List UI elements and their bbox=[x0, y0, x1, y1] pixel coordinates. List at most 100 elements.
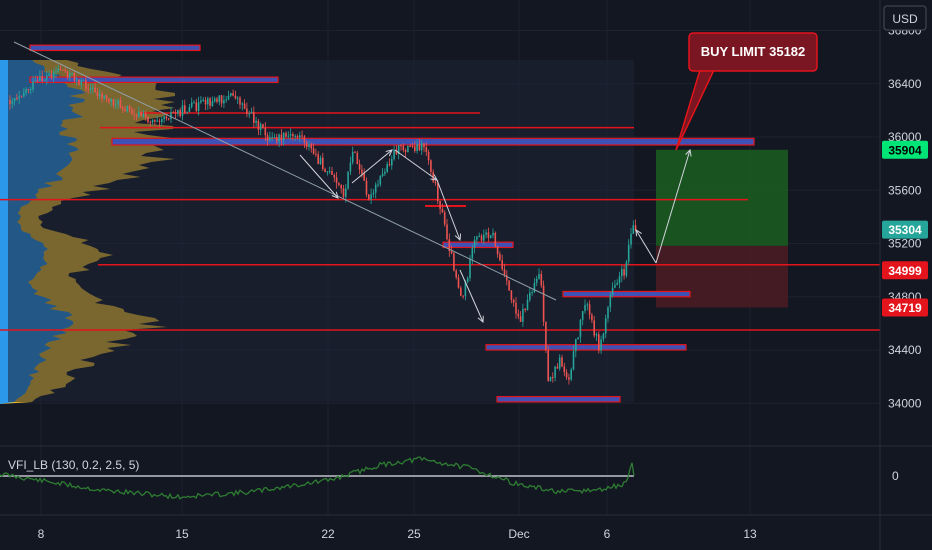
candle-body bbox=[439, 200, 441, 209]
candle-body bbox=[16, 98, 18, 100]
candle-body bbox=[384, 171, 386, 174]
candle-body bbox=[303, 136, 306, 143]
candle-body bbox=[73, 73, 76, 81]
candle-body bbox=[324, 168, 326, 173]
candle-body bbox=[379, 176, 382, 185]
candle-body bbox=[328, 170, 331, 172]
candle-body bbox=[480, 235, 483, 241]
candle-body bbox=[149, 122, 152, 124]
candle-body bbox=[193, 102, 195, 104]
vfi-zero-label: 0 bbox=[892, 469, 899, 483]
candle-body bbox=[34, 80, 37, 82]
buy-limit-callout[interactable]: BUY LIMIT 35182 bbox=[675, 32, 818, 151]
candle-body bbox=[200, 100, 202, 103]
candle-body bbox=[326, 171, 329, 173]
price-tag-label: 35304 bbox=[888, 223, 922, 237]
zone bbox=[29, 76, 279, 84]
candle-body bbox=[202, 99, 204, 101]
candle-body bbox=[9, 100, 11, 104]
candle-body bbox=[82, 80, 85, 82]
candle-body bbox=[443, 212, 446, 225]
candle-body bbox=[294, 135, 296, 137]
candle-body bbox=[259, 124, 262, 130]
candle-body bbox=[317, 154, 319, 165]
candle-body bbox=[503, 269, 506, 276]
candle-body bbox=[69, 73, 71, 78]
candle-body bbox=[460, 287, 462, 296]
candle-body bbox=[296, 135, 299, 138]
currency-button[interactable] bbox=[883, 5, 927, 31]
candle-body bbox=[322, 157, 324, 169]
candle-body bbox=[158, 120, 161, 122]
candle-body bbox=[131, 109, 133, 115]
price-tag-label: 35904 bbox=[888, 143, 922, 157]
candle-body bbox=[558, 357, 561, 369]
time-tick-label: Dec bbox=[508, 527, 529, 541]
candle-body bbox=[388, 164, 391, 166]
candle-body bbox=[285, 132, 287, 137]
candle-body bbox=[195, 102, 198, 111]
horizontal-levels bbox=[0, 112, 880, 331]
candle-body bbox=[227, 95, 230, 100]
candle-body bbox=[466, 278, 469, 282]
candle-body bbox=[538, 274, 540, 279]
candle-body bbox=[370, 194, 372, 200]
vfi-pane[interactable]: 0 bbox=[0, 456, 899, 500]
candle-body bbox=[430, 160, 432, 173]
indicator-label: VFI_LB (130, 0.2, 2.5, 5) bbox=[8, 458, 139, 472]
candle-body bbox=[305, 142, 308, 147]
candle-body bbox=[94, 87, 96, 93]
arrow bbox=[299, 154, 338, 198]
candle-body bbox=[535, 278, 538, 283]
candle-body bbox=[27, 89, 30, 91]
candle-body bbox=[278, 134, 280, 142]
candle-body bbox=[345, 188, 347, 197]
candle-body bbox=[209, 98, 211, 106]
candle-body bbox=[151, 120, 154, 123]
candle-body bbox=[75, 79, 78, 81]
candle-body bbox=[533, 282, 536, 293]
candle-body bbox=[506, 275, 508, 281]
candle-body bbox=[32, 81, 34, 90]
candle-body bbox=[161, 119, 163, 122]
candle-body bbox=[600, 339, 602, 351]
zone bbox=[562, 290, 691, 298]
time-axis[interactable]: 8 15 22 25 Dec 6 13 bbox=[38, 527, 757, 541]
candle-body bbox=[218, 95, 221, 102]
time-tick-label: 8 bbox=[38, 527, 45, 541]
candle-body bbox=[239, 97, 241, 105]
candle-body bbox=[634, 225, 637, 231]
candle-body bbox=[471, 247, 474, 259]
candle-body bbox=[46, 75, 48, 80]
candle-body bbox=[354, 151, 356, 153]
zone bbox=[496, 395, 621, 403]
candle-body bbox=[476, 236, 478, 240]
candle-body bbox=[177, 109, 179, 114]
candle-body bbox=[586, 304, 589, 306]
candle-body bbox=[89, 88, 92, 91]
candle-body bbox=[450, 251, 453, 254]
candle-body bbox=[556, 366, 559, 369]
candle-body bbox=[87, 88, 89, 91]
candle-body bbox=[572, 351, 575, 370]
candle-body bbox=[409, 146, 411, 148]
candle-body bbox=[105, 95, 108, 99]
candle-body bbox=[13, 98, 16, 102]
candle-body bbox=[526, 299, 529, 311]
candle-body bbox=[473, 239, 476, 248]
candle-body bbox=[25, 89, 27, 93]
candle-body bbox=[549, 377, 552, 381]
candle-body bbox=[108, 98, 110, 102]
candle-body bbox=[184, 105, 186, 113]
zones bbox=[29, 44, 755, 403]
candle-body bbox=[48, 73, 50, 76]
candle-body bbox=[243, 103, 246, 109]
candle-body bbox=[501, 260, 503, 270]
candle-body bbox=[29, 89, 32, 91]
candle-body bbox=[142, 113, 145, 117]
candle-body bbox=[55, 71, 57, 73]
candle-body bbox=[52, 72, 55, 78]
price-tick-label: 34000 bbox=[888, 396, 922, 410]
candle-body bbox=[627, 244, 630, 262]
